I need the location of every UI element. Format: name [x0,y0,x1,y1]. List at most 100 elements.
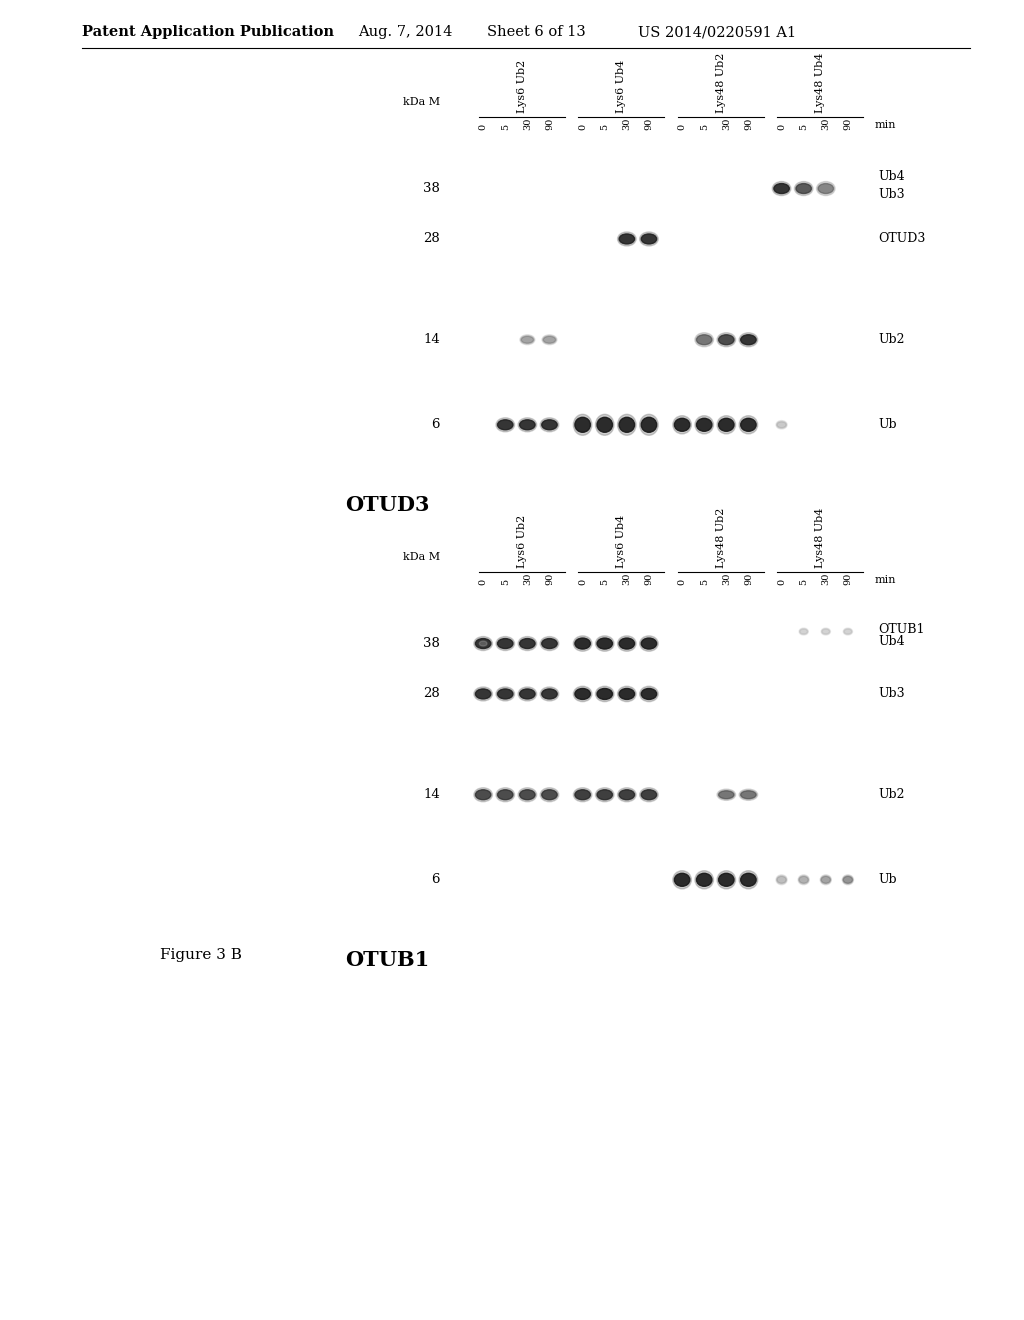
Ellipse shape [673,416,691,434]
Ellipse shape [498,639,513,648]
Ellipse shape [496,788,514,801]
Text: OTUD3: OTUD3 [345,495,429,515]
Ellipse shape [739,789,758,800]
Text: Ub4: Ub4 [878,635,904,648]
Text: 90: 90 [844,117,852,129]
Ellipse shape [620,234,635,244]
Ellipse shape [822,630,829,634]
Text: 0: 0 [579,124,587,129]
Text: Ub2: Ub2 [878,788,904,801]
Ellipse shape [475,639,490,648]
Ellipse shape [620,689,635,700]
Ellipse shape [796,183,811,194]
Ellipse shape [717,333,735,347]
Ellipse shape [474,788,493,801]
Text: 28: 28 [423,232,440,246]
Ellipse shape [719,335,734,345]
Ellipse shape [820,875,831,884]
Ellipse shape [641,789,656,800]
Ellipse shape [475,689,490,700]
Text: 5: 5 [799,579,808,585]
Ellipse shape [595,686,614,702]
Ellipse shape [640,414,658,436]
Text: Ub4: Ub4 [878,170,904,183]
Text: Ub3: Ub3 [878,688,904,701]
Ellipse shape [542,789,557,800]
Text: 90: 90 [545,573,554,585]
Text: 90: 90 [844,573,852,585]
Ellipse shape [717,789,735,800]
Text: 5: 5 [699,579,709,585]
Ellipse shape [774,183,790,194]
Ellipse shape [617,788,636,801]
Ellipse shape [498,420,513,430]
Ellipse shape [641,638,656,649]
Ellipse shape [640,788,658,801]
Text: 30: 30 [523,573,531,585]
Ellipse shape [696,335,712,345]
Ellipse shape [519,689,536,700]
Text: Patent Application Publication: Patent Application Publication [82,25,334,40]
Ellipse shape [518,418,537,432]
Text: 5: 5 [501,579,510,585]
Text: Figure 3 B: Figure 3 B [160,948,242,962]
Text: 28: 28 [423,688,440,701]
Text: 30: 30 [821,117,830,129]
Ellipse shape [479,642,487,645]
Ellipse shape [821,876,830,883]
Ellipse shape [620,789,635,800]
Ellipse shape [800,630,808,634]
Text: 30: 30 [623,573,632,585]
Ellipse shape [818,183,834,194]
Ellipse shape [597,417,612,433]
Ellipse shape [776,421,787,429]
Text: 90: 90 [545,117,554,129]
Ellipse shape [675,418,690,432]
Ellipse shape [620,417,635,433]
Ellipse shape [478,640,487,647]
Ellipse shape [717,871,735,888]
Ellipse shape [740,791,756,799]
Ellipse shape [696,418,712,432]
Ellipse shape [617,414,636,436]
Text: 38: 38 [423,182,440,195]
Ellipse shape [798,875,809,884]
Ellipse shape [695,416,714,434]
Ellipse shape [544,337,556,343]
Ellipse shape [617,636,636,651]
Ellipse shape [541,418,559,432]
Ellipse shape [541,636,559,651]
Text: 30: 30 [722,117,731,129]
Ellipse shape [474,636,493,651]
Ellipse shape [739,416,758,434]
Ellipse shape [518,636,537,651]
Ellipse shape [640,686,658,702]
Ellipse shape [595,414,614,436]
Ellipse shape [795,182,813,195]
Ellipse shape [574,417,591,433]
Ellipse shape [496,686,514,701]
Text: 90: 90 [644,117,653,129]
Text: 90: 90 [743,573,753,585]
Ellipse shape [695,871,714,888]
Text: 5: 5 [799,124,808,129]
Ellipse shape [740,335,756,345]
Text: kDa M: kDa M [402,552,440,562]
Ellipse shape [542,335,557,345]
Ellipse shape [597,789,612,800]
Ellipse shape [597,689,612,700]
Ellipse shape [640,232,658,246]
Text: 0: 0 [478,124,487,129]
Text: Lys48 Ub4: Lys48 Ub4 [815,53,825,114]
Ellipse shape [641,234,656,244]
Ellipse shape [573,686,592,702]
Ellipse shape [843,876,853,883]
Ellipse shape [595,788,614,801]
Ellipse shape [799,628,808,635]
Ellipse shape [772,182,791,195]
Text: min: min [874,120,896,129]
Text: kDa M: kDa M [402,96,440,107]
Text: 6: 6 [431,874,440,886]
Ellipse shape [496,636,514,651]
Ellipse shape [719,418,734,432]
